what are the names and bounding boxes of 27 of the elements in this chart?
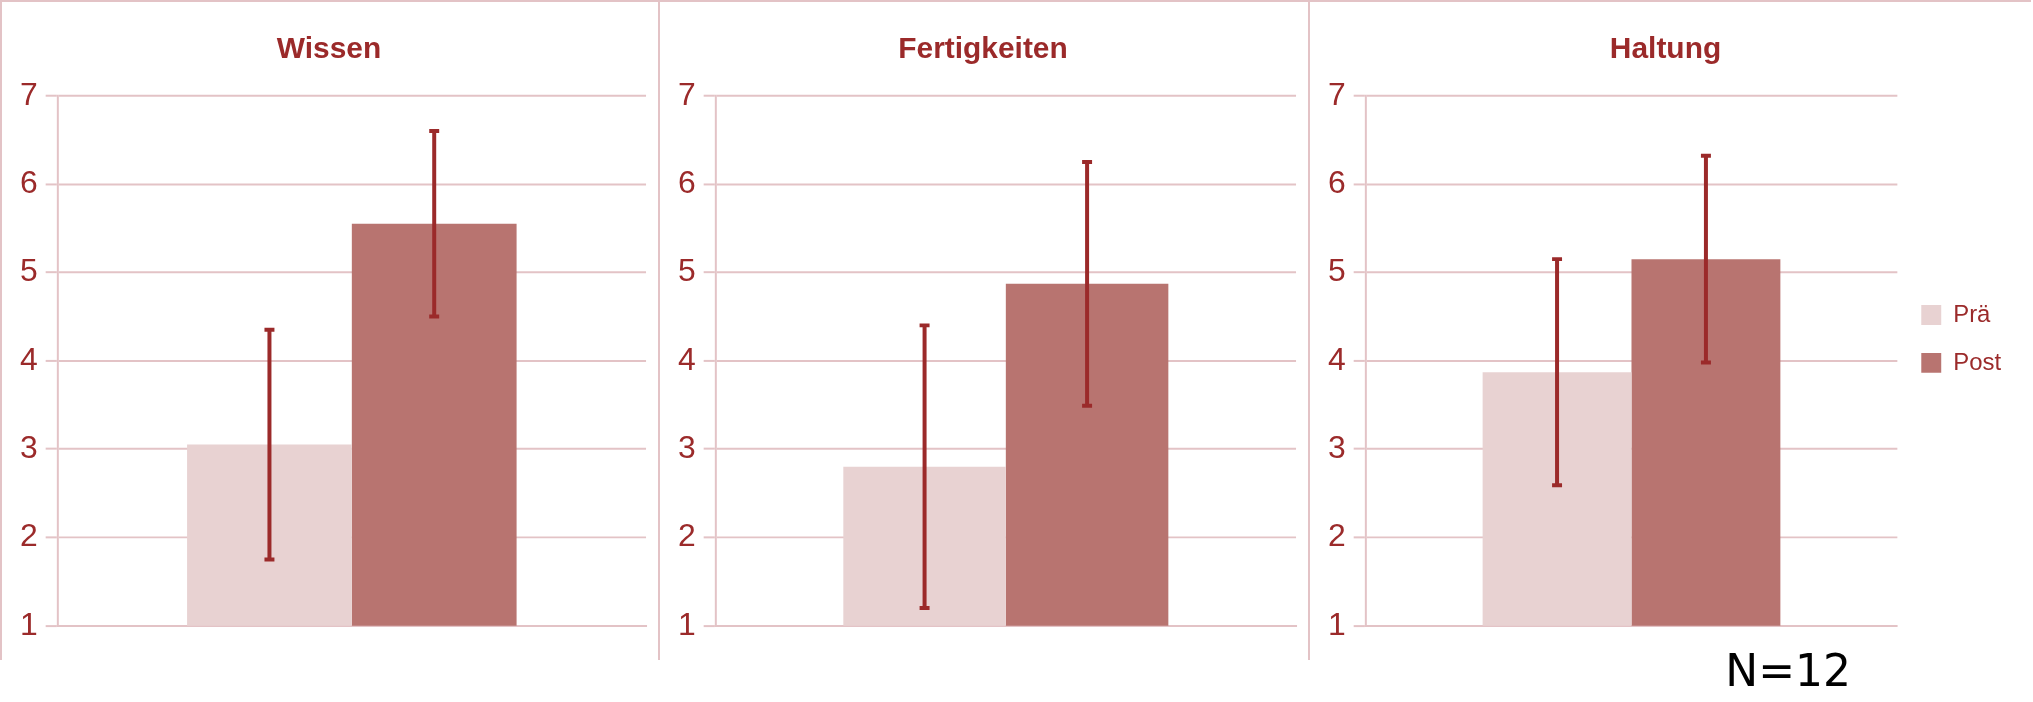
y-tick-label: 2 <box>19 517 38 554</box>
y-tick-label: 5 <box>677 252 696 289</box>
text: N=12 <box>1725 645 1851 696</box>
y-tick-label: 5 <box>1327 252 1346 289</box>
y-tick-label: 1 <box>677 605 696 642</box>
y-tick-label: 1 <box>19 605 38 642</box>
y-tick-label: 6 <box>677 163 696 200</box>
y-tick-label: 3 <box>677 428 696 465</box>
y-tick-label: 3 <box>19 428 38 465</box>
chart-title: Wissen <box>276 31 382 65</box>
y-tick-label: 1 <box>1327 605 1346 642</box>
y-tick-label: 6 <box>1327 163 1346 200</box>
y-tick-label: 4 <box>677 340 696 377</box>
y-tick-label: 6 <box>19 163 38 200</box>
y-tick-label: 7 <box>677 75 696 112</box>
legend-label: Post <box>1953 347 2002 375</box>
legend-label: Prä <box>1953 299 1992 327</box>
chart-title: Haltung <box>1609 31 1722 65</box>
y-tick-label: 2 <box>1327 517 1346 554</box>
y-tick-label: 7 <box>1327 75 1346 112</box>
chart-title: Fertigkeiten <box>898 31 1068 65</box>
y-tick-label: 7 <box>19 75 38 112</box>
y-tick-label: 5 <box>19 252 38 289</box>
y-tick-label: 4 <box>19 340 38 377</box>
y-tick-label: 3 <box>1327 428 1346 465</box>
y-tick-label: 2 <box>677 517 696 554</box>
y-tick-label: 4 <box>1327 340 1346 377</box>
